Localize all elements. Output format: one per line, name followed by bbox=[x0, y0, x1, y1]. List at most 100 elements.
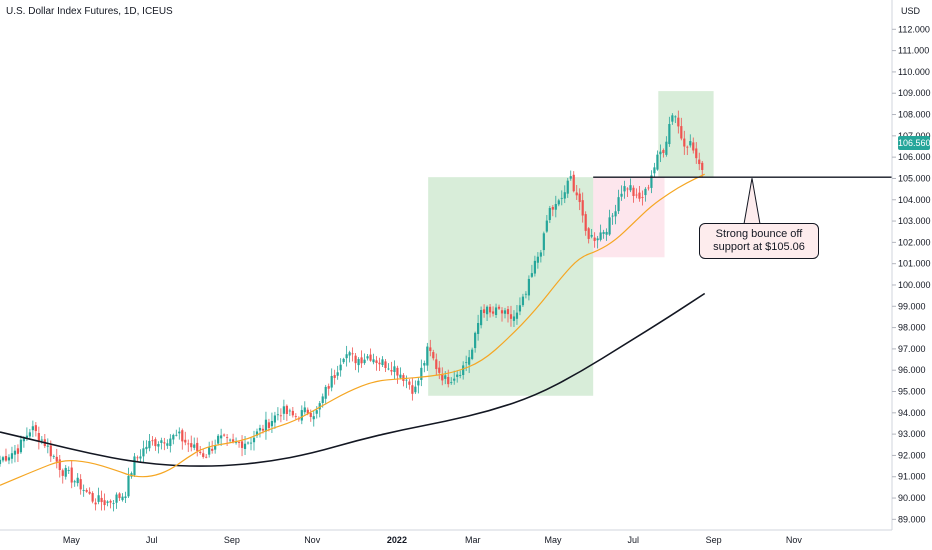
candle-body bbox=[211, 448, 214, 451]
candle-body bbox=[228, 439, 232, 441]
candle-body bbox=[572, 174, 575, 192]
candle-body bbox=[393, 366, 396, 372]
candle-body bbox=[315, 410, 318, 414]
candle-body bbox=[482, 309, 486, 314]
candle-body bbox=[515, 312, 519, 319]
candle-body bbox=[327, 386, 330, 389]
candle-body bbox=[345, 354, 348, 359]
candle-body bbox=[405, 379, 408, 381]
candle-body bbox=[223, 434, 226, 436]
candle-body bbox=[231, 439, 235, 442]
candle-body bbox=[288, 410, 291, 412]
candle-body bbox=[605, 231, 608, 235]
y-tick-label: 110.000 bbox=[898, 67, 930, 77]
candle-body bbox=[396, 367, 399, 376]
candle-body bbox=[611, 215, 614, 217]
candle-body bbox=[199, 451, 202, 453]
x-tick-label: Sep bbox=[224, 535, 240, 545]
candle-body bbox=[500, 310, 504, 314]
candle-body bbox=[518, 305, 522, 312]
candle-body bbox=[261, 428, 265, 431]
x-tick-label: May bbox=[545, 535, 563, 545]
candle-body bbox=[668, 123, 671, 145]
y-tick-label: 91.000 bbox=[898, 472, 926, 482]
candle-body bbox=[521, 296, 525, 306]
candle-body bbox=[462, 365, 465, 376]
candle-body bbox=[67, 470, 70, 471]
candle-body bbox=[31, 426, 34, 431]
candle-body bbox=[306, 409, 309, 414]
y-tick-label: 99.000 bbox=[898, 301, 926, 311]
candle-body bbox=[103, 500, 106, 506]
candle-body bbox=[689, 141, 692, 146]
support-callout: Strong bounce off support at $105.06 bbox=[699, 223, 819, 259]
candle-body bbox=[22, 438, 26, 442]
candle-body bbox=[647, 187, 650, 189]
candle-body bbox=[330, 375, 333, 388]
candle-body bbox=[321, 396, 324, 403]
candle-body bbox=[354, 355, 357, 364]
candle-body bbox=[423, 363, 426, 366]
last-price-badge: 106.560 bbox=[898, 136, 931, 150]
candle-body bbox=[181, 430, 184, 442]
candle-body bbox=[237, 442, 241, 443]
candle-body bbox=[372, 359, 375, 363]
y-tick-label: 106.000 bbox=[898, 152, 931, 162]
candle-body bbox=[13, 450, 17, 455]
candle-body bbox=[342, 358, 345, 363]
callout-pointer bbox=[743, 178, 761, 225]
candle-body bbox=[614, 211, 617, 217]
candle-body bbox=[100, 497, 103, 503]
candle-body bbox=[665, 141, 668, 155]
candle-body bbox=[79, 479, 82, 490]
candle-body bbox=[184, 439, 187, 443]
candle-body bbox=[112, 503, 115, 505]
candle-body bbox=[1, 457, 5, 461]
candle-body bbox=[205, 456, 208, 458]
candle-body bbox=[444, 375, 447, 379]
chart-title: U.S. Dollar Index Futures, 1D, ICEUS bbox=[6, 6, 173, 17]
candle-body bbox=[133, 456, 136, 476]
candle-body bbox=[246, 442, 250, 444]
candle-body bbox=[151, 440, 154, 442]
candle-body bbox=[584, 214, 587, 231]
y-tick-label: 100.000 bbox=[898, 280, 931, 290]
candle-body bbox=[602, 232, 605, 234]
candle-body bbox=[348, 352, 351, 356]
candle-body bbox=[285, 405, 288, 415]
candle-body bbox=[109, 500, 112, 503]
candle-body bbox=[291, 410, 294, 416]
candle-body bbox=[375, 360, 378, 363]
candle-body bbox=[503, 310, 507, 314]
candle-body bbox=[243, 443, 247, 449]
candle-body bbox=[220, 435, 223, 439]
candle-body bbox=[384, 361, 387, 368]
price-axis[interactable]: 89.000 90.000 91.000 92.000 93.000 94.000 95.0… bbox=[892, 24, 931, 524]
candle-body bbox=[677, 117, 680, 127]
candle-body bbox=[309, 412, 312, 417]
candle-body bbox=[55, 456, 58, 462]
candle-body bbox=[506, 309, 510, 315]
y-tick-label: 105.000 bbox=[898, 173, 931, 183]
candle-body bbox=[387, 368, 390, 370]
time-axis[interactable]: May Jul Sep Nov 2022 Mar May Jul Sep Nov bbox=[63, 535, 803, 545]
candle-body bbox=[477, 323, 480, 334]
candle-body bbox=[465, 362, 468, 364]
y-tick-label: 103.000 bbox=[898, 216, 931, 226]
candle-body bbox=[539, 252, 542, 257]
candle-body bbox=[76, 477, 79, 484]
candle-body bbox=[644, 188, 647, 196]
candle-body bbox=[28, 432, 31, 437]
candle-body bbox=[276, 414, 280, 416]
candle-body bbox=[680, 126, 683, 139]
candle-body bbox=[172, 434, 175, 440]
candle-body bbox=[474, 332, 477, 349]
candle-body bbox=[369, 354, 372, 361]
candle-body bbox=[497, 306, 501, 309]
candle-body bbox=[106, 501, 109, 503]
candle-body bbox=[617, 197, 620, 212]
candle-body bbox=[432, 352, 435, 359]
candle-body bbox=[566, 180, 569, 194]
candle-body bbox=[488, 306, 492, 313]
